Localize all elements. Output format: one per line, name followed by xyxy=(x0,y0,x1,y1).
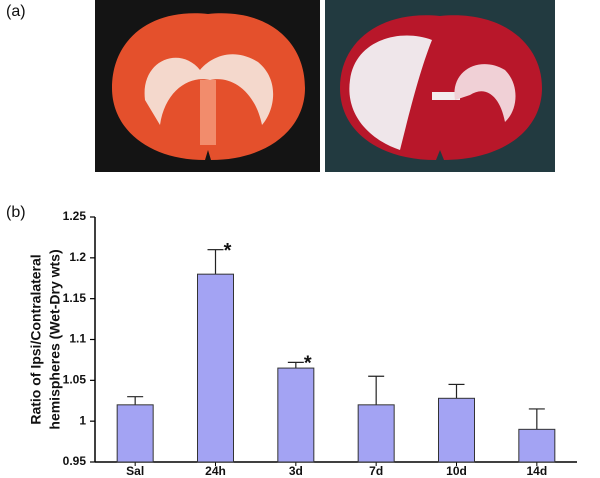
photo-left xyxy=(95,0,320,172)
y-axis-label: Ratio of Ipsi/Contralateral xyxy=(28,254,44,424)
significance-marker: * xyxy=(224,240,232,262)
photo-right xyxy=(325,0,555,172)
bar xyxy=(116,404,154,463)
panel-label: (a) xyxy=(6,3,26,20)
bar xyxy=(518,428,556,463)
x-tick-label: Sal xyxy=(126,464,144,478)
y-tick-label: 1.2 xyxy=(69,250,86,264)
bar xyxy=(438,397,475,463)
y-tick-label: 1.25 xyxy=(63,209,87,223)
x-tick-label: 10d xyxy=(446,464,467,478)
x-tick-label: 24h xyxy=(205,464,226,478)
y-axis-label: hemispheres (Wet-Dry wts) xyxy=(47,249,63,429)
y-tick-label: 1 xyxy=(79,413,86,427)
bar xyxy=(197,273,234,463)
x-tick-label: 3d xyxy=(289,464,303,478)
significance-marker: * xyxy=(304,353,312,375)
y-tick-label: 1.1 xyxy=(69,332,86,346)
y-tick-label: 1.15 xyxy=(63,291,87,305)
y-tick-label: 1.05 xyxy=(63,373,87,387)
bar xyxy=(357,404,395,463)
bar xyxy=(277,367,315,463)
x-tick-label: 7d xyxy=(369,464,383,478)
panel-label: (b) xyxy=(6,204,26,221)
y-tick-label: 0.95 xyxy=(63,454,87,468)
x-tick-label: 14d xyxy=(526,464,547,478)
